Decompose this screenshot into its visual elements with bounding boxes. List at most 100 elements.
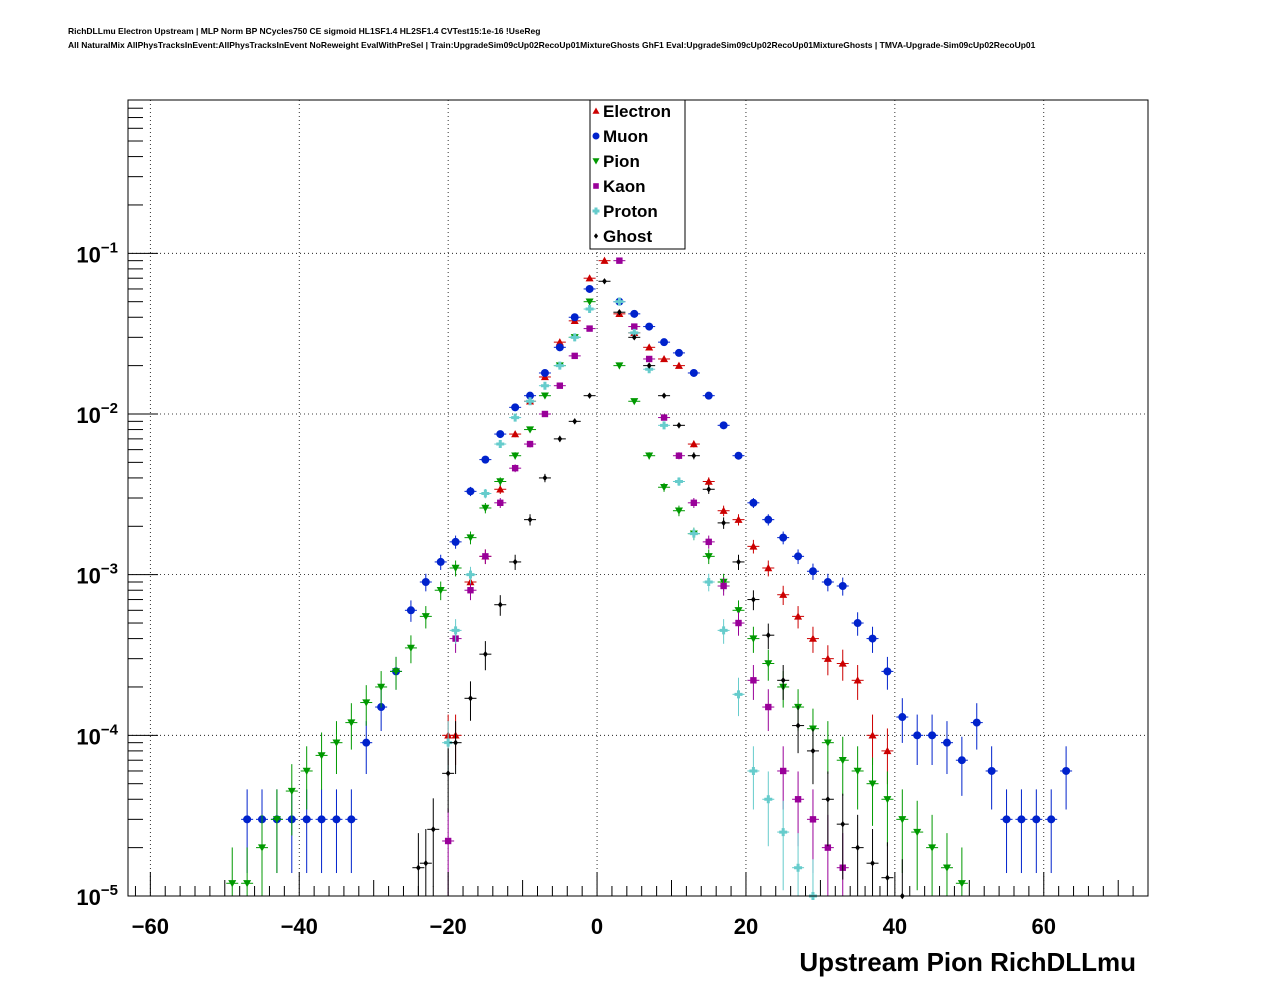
data-point: [434, 554, 447, 570]
data-point: [449, 721, 462, 775]
data-point: [702, 484, 715, 494]
legend-label: Proton: [603, 202, 658, 221]
data-markers: [226, 204, 1073, 900]
data-point: [762, 623, 775, 650]
data-point: [955, 847, 968, 896]
data-point: [672, 452, 685, 460]
data-point: [345, 789, 358, 874]
data-point: [643, 355, 656, 363]
data-point: [613, 297, 626, 306]
x-tick-label: −60: [132, 914, 169, 939]
data-point: [628, 398, 641, 406]
data-point: [583, 284, 596, 293]
data-point: [851, 612, 864, 636]
data-point: [330, 721, 343, 775]
data-point: [806, 789, 819, 874]
data-point: [985, 746, 998, 810]
data-point: [524, 514, 537, 526]
data-point: [955, 736, 968, 796]
data-point: [806, 626, 819, 653]
x-tick-label: −20: [429, 914, 466, 939]
legend-label: Electron: [603, 102, 671, 121]
x-axis-title: Upstream Pion RichDLLmu: [799, 947, 1136, 977]
data-point: [360, 721, 373, 775]
legend: Electron Muon Pion Kaon Proton Ghost: [589, 99, 686, 250]
data-point: [732, 677, 745, 717]
series-electron: [442, 256, 894, 785]
data-point: [442, 748, 455, 813]
data-point: [568, 418, 581, 425]
data-point: [881, 771, 894, 847]
data-point: [375, 671, 388, 708]
data-point: [1015, 789, 1028, 874]
data-point: [628, 334, 641, 341]
series-pion: [226, 231, 968, 896]
data-point: [494, 477, 507, 486]
data-point: [300, 746, 313, 810]
data-point: [345, 703, 358, 750]
data-point: [628, 309, 641, 318]
data-point: [732, 612, 745, 636]
data-point: [628, 323, 641, 330]
data-point: [658, 414, 671, 421]
data-point: [509, 464, 522, 473]
x-tick-label: −40: [281, 914, 318, 939]
data-point: [285, 764, 298, 836]
legend-item-pion: Pion: [592, 152, 640, 171]
x-tick-label: 0: [591, 914, 603, 939]
data-point: [702, 391, 715, 400]
data-point: [658, 392, 671, 399]
data-point: [762, 514, 775, 526]
data-point: [412, 833, 425, 896]
data-point: [509, 413, 522, 422]
data-point: [509, 430, 522, 438]
data-point: [732, 554, 745, 570]
x-tick-label: 60: [1032, 914, 1056, 939]
axis-ticks: [128, 99, 1134, 897]
data-point: [881, 656, 894, 690]
data-point: [464, 566, 477, 584]
data-point: [568, 313, 581, 322]
data-point: [315, 732, 328, 790]
data-point: [792, 606, 805, 629]
data-point: [494, 595, 507, 616]
data-point: [672, 422, 685, 429]
data-point: [821, 721, 834, 775]
data-point: [658, 354, 671, 363]
y-tick-label: 10−5: [76, 882, 118, 910]
data-point: [747, 665, 760, 700]
data-point: [821, 645, 834, 676]
data-point: [524, 440, 537, 448]
data-point: [792, 549, 805, 565]
data-point: [836, 649, 849, 681]
data-point: [449, 535, 462, 549]
data-point: [911, 714, 924, 766]
data-point: [524, 391, 537, 400]
data-point: [836, 793, 849, 880]
data-point: [762, 649, 775, 681]
data-point: [672, 361, 685, 369]
data-point: [792, 705, 805, 754]
legend-item-proton: Proton: [592, 202, 658, 221]
data-point: [836, 577, 849, 596]
data-point: [553, 338, 566, 346]
data-point: [926, 714, 939, 766]
data-point: [717, 421, 730, 430]
data-point: [777, 531, 790, 545]
data-point: [538, 410, 551, 418]
legend-item-electron: Electron: [592, 102, 671, 121]
data-point: [821, 771, 834, 847]
data-point: [434, 581, 447, 601]
x-tick-label: 20: [734, 914, 758, 939]
data-point: [538, 368, 551, 377]
data-point: [643, 362, 656, 369]
data-point: [777, 800, 790, 891]
data-point: [464, 531, 477, 545]
data-point: [926, 814, 939, 896]
data-point: [494, 440, 507, 449]
data-point: [866, 714, 879, 766]
y-tick-label: 10−4: [76, 721, 118, 749]
data-point: [464, 486, 477, 497]
legend-label: Kaon: [603, 177, 646, 196]
data-point: [970, 703, 983, 750]
